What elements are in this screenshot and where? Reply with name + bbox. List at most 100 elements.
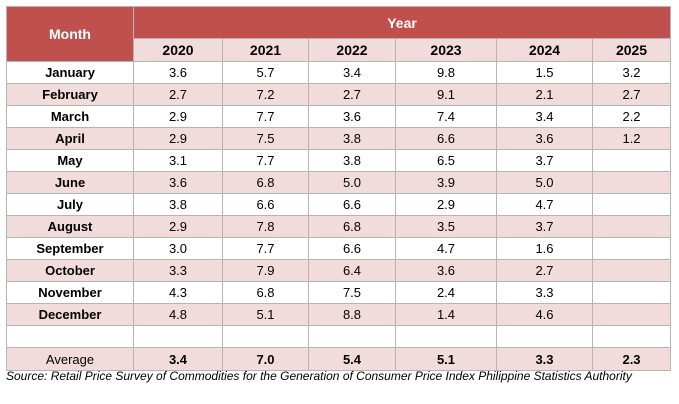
empty-cell xyxy=(133,325,223,348)
month-cell: October xyxy=(6,259,134,282)
year-2023-header: 2023 xyxy=(395,38,497,62)
table-row: February 2.7 7.2 2.7 9.1 2.1 2.7 xyxy=(6,83,672,106)
value-cell: 3.8 xyxy=(133,193,223,216)
value-cell: 3.0 xyxy=(133,237,223,260)
empty-cell xyxy=(395,325,497,348)
empty-cell xyxy=(6,325,134,348)
value-cell: 1.2 xyxy=(591,127,672,150)
value-cell: 2.7 xyxy=(591,83,672,106)
value-cell: 7.4 xyxy=(395,105,497,128)
table-row: August 2.9 7.8 6.8 3.5 3.7 xyxy=(6,215,672,238)
table-body: January 3.6 5.7 3.4 9.8 1.5 3.2 February 2.7 7.2 2… xyxy=(6,61,672,371)
value-cell: 3.4 xyxy=(308,61,396,84)
value-cell: 7.7 xyxy=(222,105,309,128)
value-cell: 3.3 xyxy=(133,259,223,282)
value-cell: 3.6 xyxy=(308,105,396,128)
table-row: January 3.6 5.7 3.4 9.8 1.5 3.2 xyxy=(6,61,672,84)
value-cell: 6.5 xyxy=(395,149,497,172)
average-value-cell: 3.4 xyxy=(133,347,223,371)
average-value-cell: 5.4 xyxy=(308,347,396,371)
value-cell: 7.9 xyxy=(222,259,309,282)
value-cell: 6.6 xyxy=(222,193,309,216)
value-cell: 2.9 xyxy=(133,127,223,150)
year-2020-header: 2020 xyxy=(133,38,223,62)
month-cell: February xyxy=(6,83,134,106)
month-cell: January xyxy=(6,61,134,84)
value-cell xyxy=(591,193,672,216)
value-cell: 3.6 xyxy=(496,127,593,150)
value-cell: 7.5 xyxy=(222,127,309,150)
source-note: Source: Retail Price Survey of Commoditi… xyxy=(6,369,632,383)
value-cell: 4.3 xyxy=(133,281,223,304)
month-cell: May xyxy=(6,149,134,172)
value-cell: 2.1 xyxy=(496,83,593,106)
average-label: Average xyxy=(6,347,134,371)
value-cell: 3.7 xyxy=(496,149,593,172)
month-header: Month xyxy=(6,6,134,62)
month-cell: March xyxy=(6,105,134,128)
table-row: October 3.3 7.9 6.4 3.6 2.7 xyxy=(6,259,672,282)
average-value-cell: 3.3 xyxy=(496,347,593,371)
value-cell: 1.6 xyxy=(496,237,593,260)
empty-cell xyxy=(496,325,593,348)
year-2021-header: 2021 xyxy=(222,38,309,62)
value-cell: 3.6 xyxy=(133,171,223,194)
average-value-cell: 7.0 xyxy=(222,347,309,371)
value-cell: 6.8 xyxy=(308,215,396,238)
empty-cell xyxy=(308,325,396,348)
value-cell: 1.5 xyxy=(496,61,593,84)
value-cell: 3.5 xyxy=(395,215,497,238)
empty-cell xyxy=(591,325,672,348)
table-row: March 2.9 7.7 3.6 7.4 3.4 2.2 xyxy=(6,105,672,128)
empty-cell xyxy=(222,325,309,348)
value-cell xyxy=(591,237,672,260)
average-row: Average 3.4 7.0 5.4 5.1 3.3 2.3 xyxy=(6,347,672,371)
value-cell: 5.1 xyxy=(222,303,309,326)
value-cell: 7.8 xyxy=(222,215,309,238)
value-cell: 6.6 xyxy=(308,237,396,260)
value-cell: 3.8 xyxy=(308,127,396,150)
value-cell: 3.3 xyxy=(496,281,593,304)
value-cell: 8.8 xyxy=(308,303,396,326)
table-row: November 4.3 6.8 7.5 2.4 3.3 xyxy=(6,281,672,304)
year-2022-header: 2022 xyxy=(308,38,396,62)
value-cell: 7.7 xyxy=(222,237,309,260)
value-cell: 5.7 xyxy=(222,61,309,84)
value-cell: 2.7 xyxy=(133,83,223,106)
table-row: May 3.1 7.7 3.8 6.5 3.7 xyxy=(6,149,672,172)
average-value-cell: 2.3 xyxy=(591,347,672,371)
value-cell xyxy=(591,303,672,326)
value-cell xyxy=(591,259,672,282)
month-cell: August xyxy=(6,215,134,238)
month-cell: November xyxy=(6,281,134,304)
year-2025-header: 2025 xyxy=(591,38,672,62)
value-cell: 2.7 xyxy=(496,259,593,282)
value-cell: 3.6 xyxy=(395,259,497,282)
value-cell: 3.4 xyxy=(496,105,593,128)
value-cell: 6.4 xyxy=(308,259,396,282)
value-cell: 2.9 xyxy=(133,105,223,128)
value-cell: 4.6 xyxy=(496,303,593,326)
value-cell: 9.1 xyxy=(395,83,497,106)
value-cell: 7.5 xyxy=(308,281,396,304)
value-cell: 5.0 xyxy=(308,171,396,194)
year-2024-header: 2024 xyxy=(496,38,593,62)
month-cell: July xyxy=(6,193,134,216)
table-row: December 4.8 5.1 8.8 1.4 4.6 xyxy=(6,303,672,326)
value-cell: 2.9 xyxy=(395,193,497,216)
value-cell xyxy=(591,281,672,304)
month-cell: December xyxy=(6,303,134,326)
average-value-cell: 5.1 xyxy=(395,347,497,371)
value-cell: 9.8 xyxy=(395,61,497,84)
table-row: April 2.9 7.5 3.8 6.6 3.6 1.2 xyxy=(6,127,672,150)
value-cell: 5.0 xyxy=(496,171,593,194)
month-cell: April xyxy=(6,127,134,150)
value-cell: 4.7 xyxy=(496,193,593,216)
value-cell: 2.7 xyxy=(308,83,396,106)
value-cell: 2.2 xyxy=(591,105,672,128)
value-cell: 6.6 xyxy=(308,193,396,216)
value-cell: 3.2 xyxy=(591,61,672,84)
value-cell: 6.8 xyxy=(222,171,309,194)
value-cell: 7.7 xyxy=(222,149,309,172)
value-cell: 6.6 xyxy=(395,127,497,150)
